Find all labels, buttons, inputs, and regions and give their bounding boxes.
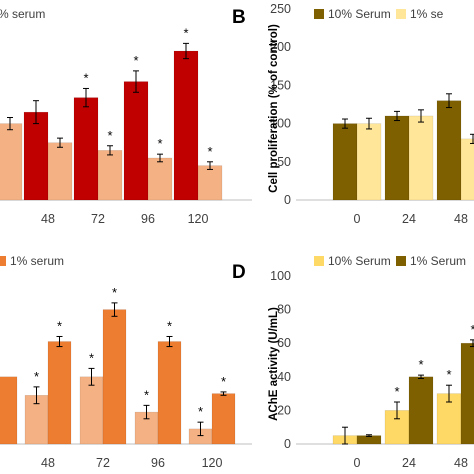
x-tick-label: 48 — [41, 212, 55, 226]
significance-star: * — [470, 322, 474, 337]
x-tick-label: 96 — [141, 212, 155, 226]
bar — [102, 309, 127, 445]
x-tick-label: 0 — [354, 456, 361, 470]
significance-star: * — [221, 374, 226, 389]
bar — [460, 342, 474, 445]
panel-letter: D — [232, 262, 246, 283]
significance-star: * — [198, 404, 203, 419]
bar — [332, 123, 358, 201]
panel-letter: B — [232, 7, 246, 28]
y-tick-label: 200 — [270, 40, 291, 54]
significance-star: * — [394, 384, 399, 399]
y-tick-label: 20 — [277, 403, 291, 417]
bar — [0, 123, 23, 201]
significance-star: * — [446, 367, 451, 382]
y-tick-label: 100 — [270, 117, 291, 131]
significance-star: * — [183, 25, 188, 40]
bar — [0, 376, 18, 445]
legend: 10% Serum 1% se — [314, 7, 444, 21]
x-tick-label: 0 — [354, 212, 361, 226]
bar — [356, 123, 382, 201]
significance-star: * — [83, 70, 88, 85]
legend-label: 1% se — [410, 7, 444, 21]
y-tick-label: 40 — [277, 370, 291, 384]
y-tick-label: 60 — [277, 336, 291, 350]
legend-label: 1% Serum — [410, 254, 466, 268]
legend-swatch — [0, 256, 6, 266]
bar — [460, 138, 474, 201]
y-axis-title: AChE activity (U/mL) — [268, 307, 280, 421]
legend-swatch — [314, 256, 324, 266]
y-axis-title: Cell proliferation (% of control) — [268, 24, 280, 193]
bar — [436, 100, 462, 201]
bar — [123, 81, 149, 201]
bar — [47, 341, 72, 445]
significance-star: * — [57, 318, 62, 333]
significance-star: * — [144, 387, 149, 402]
y-tick-label: 150 — [270, 78, 291, 92]
legend-label: % serum — [0, 7, 45, 21]
legend-swatch — [314, 9, 324, 19]
panel-a: 48 72 * * 96 * * 120 * * % serum — [0, 7, 252, 226]
y-tick-label: 80 — [277, 303, 291, 317]
panel-c: 48 * * 72 * * 96 * * 120 * * 1% serum — [0, 254, 252, 470]
x-tick-label: 120 — [202, 456, 223, 470]
significance-star: * — [107, 128, 112, 143]
x-tick-label: 48 — [454, 212, 468, 226]
x-tick-label: 96 — [151, 456, 165, 470]
bar — [197, 165, 223, 201]
x-tick-label: 48 — [454, 456, 468, 470]
bar — [147, 157, 173, 201]
significance-star: * — [112, 285, 117, 300]
significance-star: * — [133, 53, 138, 68]
y-tick-label: 250 — [270, 2, 291, 16]
x-tick-label: 120 — [188, 212, 209, 226]
significance-star: * — [157, 136, 162, 151]
bar — [47, 142, 73, 201]
bar — [211, 393, 236, 445]
bar — [384, 115, 410, 201]
bar — [173, 50, 199, 201]
bar — [408, 115, 434, 201]
significance-star: * — [89, 350, 94, 365]
y-tick-label: 100 — [270, 269, 291, 283]
significance-star: * — [418, 357, 423, 372]
x-tick-label: 24 — [402, 212, 416, 226]
legend: % serum — [0, 7, 45, 21]
bar — [23, 111, 49, 201]
significance-star: * — [167, 318, 172, 333]
bar — [79, 376, 104, 445]
bar — [157, 341, 182, 445]
y-tick-label: 0 — [284, 437, 291, 451]
legend: 10% Serum 1% Serum — [314, 254, 466, 268]
legend-label: 1% serum — [10, 254, 64, 268]
significance-star: * — [34, 369, 39, 384]
y-tick-label: 50 — [277, 155, 291, 169]
panel-b: 0 50 100 150 200 250 Cell proliferation (% of … — [232, 2, 474, 226]
legend-label: 10% Serum — [328, 254, 391, 268]
legend-swatch — [396, 9, 406, 19]
panel-d: 0 20 40 60 80 100 AChE activity (U/mL) 0 24 * * 48 *… — [232, 254, 474, 470]
legend-label: 10% Serum — [328, 7, 391, 21]
x-tick-label: 24 — [402, 456, 416, 470]
significance-star: * — [207, 144, 212, 159]
x-tick-label: 72 — [91, 212, 105, 226]
x-tick-label: 48 — [41, 456, 55, 470]
y-tick-label: 0 — [284, 193, 291, 207]
legend-swatch — [396, 256, 406, 266]
legend: 1% serum — [0, 254, 64, 268]
bar — [97, 150, 123, 201]
bar — [408, 376, 434, 445]
bar — [73, 97, 99, 201]
x-tick-label: 72 — [96, 456, 110, 470]
